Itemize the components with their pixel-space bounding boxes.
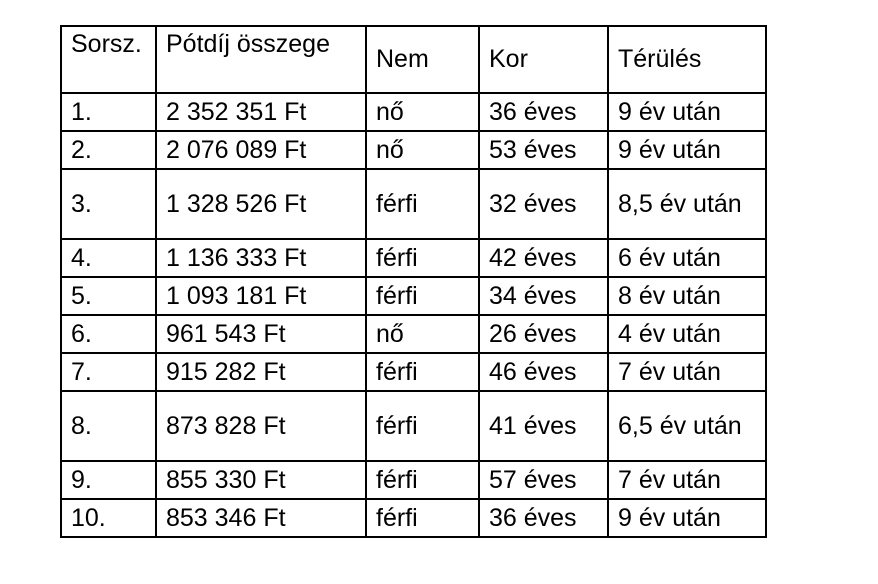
cell-potdij: 1 328 526 Ft (155, 168, 367, 240)
cell-nem: nő (365, 130, 480, 170)
table-row: 1. 2 352 351 Ft nő 36 éves 9 év után (60, 92, 767, 132)
ranking-table: Sorsz. Pótdíj összege Nem Kor Térülés 1.… (60, 25, 767, 538)
table-row: 9. 855 330 Ft férfi 57 éves 7 év után (60, 460, 767, 500)
cell-kor: 36 éves (478, 498, 609, 538)
cell-potdij: 915 282 Ft (155, 352, 367, 392)
cell-nem: férfi (365, 498, 480, 538)
cell-terules: 7 év után (607, 352, 767, 392)
cell-terules: 9 év után (607, 498, 767, 538)
cell-terules: 4 év után (607, 314, 767, 354)
cell-nem: férfi (365, 238, 480, 278)
cell-terules: 8 év után (607, 276, 767, 316)
cell-sorszam: 8. (60, 390, 157, 462)
header-sorszam: Sorsz. (60, 25, 157, 94)
cell-sorszam: 5. (60, 276, 157, 316)
cell-potdij: 1 136 333 Ft (155, 238, 367, 278)
table-row: 8. 873 828 Ft férfi 41 éves 6,5 év után (60, 390, 767, 462)
cell-potdij: 2 076 089 Ft (155, 130, 367, 170)
cell-kor: 46 éves (478, 352, 609, 392)
cell-terules: 9 év után (607, 92, 767, 132)
cell-terules: 7 év után (607, 460, 767, 500)
table-row: 5. 1 093 181 Ft férfi 34 éves 8 év után (60, 276, 767, 316)
table-row: 10. 853 346 Ft férfi 36 éves 9 év után (60, 498, 767, 538)
cell-kor: 34 éves (478, 276, 609, 316)
cell-potdij: 2 352 351 Ft (155, 92, 367, 132)
cell-potdij: 961 543 Ft (155, 314, 367, 354)
cell-sorszam: 2. (60, 130, 157, 170)
header-nem: Nem (365, 25, 480, 94)
header-potdij-osszege: Pótdíj összege (155, 25, 367, 94)
cell-sorszam: 10. (60, 498, 157, 538)
cell-sorszam: 1. (60, 92, 157, 132)
cell-kor: 53 éves (478, 130, 609, 170)
cell-nem: férfi (365, 352, 480, 392)
cell-sorszam: 6. (60, 314, 157, 354)
cell-nem: férfi (365, 276, 480, 316)
table-row: 7. 915 282 Ft férfi 46 éves 7 év után (60, 352, 767, 392)
table-row: 2. 2 076 089 Ft nő 53 éves 9 év után (60, 130, 767, 170)
table-header-row: Sorsz. Pótdíj összege Nem Kor Térülés (60, 25, 767, 94)
cell-nem: férfi (365, 168, 480, 240)
cell-kor: 57 éves (478, 460, 609, 500)
cell-kor: 42 éves (478, 238, 609, 278)
cell-nem: nő (365, 314, 480, 354)
table-row: 3. 1 328 526 Ft férfi 32 éves 8,5 év utá… (60, 168, 767, 240)
cell-sorszam: 7. (60, 352, 157, 392)
cell-sorszam: 4. (60, 238, 157, 278)
table-row: 4. 1 136 333 Ft férfi 42 éves 6 év után (60, 238, 767, 278)
cell-sorszam: 9. (60, 460, 157, 500)
cell-potdij: 873 828 Ft (155, 390, 367, 462)
cell-terules: 9 év után (607, 130, 767, 170)
cell-nem: férfi (365, 390, 480, 462)
cell-potdij: 1 093 181 Ft (155, 276, 367, 316)
cell-terules: 6,5 év után (607, 390, 767, 462)
cell-nem: férfi (365, 460, 480, 500)
cell-potdij: 853 346 Ft (155, 498, 367, 538)
cell-kor: 26 éves (478, 314, 609, 354)
cell-kor: 36 éves (478, 92, 609, 132)
cell-terules: 8,5 év után (607, 168, 767, 240)
cell-sorszam: 3. (60, 168, 157, 240)
table-row: 6. 961 543 Ft nő 26 éves 4 év után (60, 314, 767, 354)
header-kor: Kor (478, 25, 609, 94)
cell-potdij: 855 330 Ft (155, 460, 367, 500)
header-terules: Térülés (607, 25, 767, 94)
cell-kor: 41 éves (478, 390, 609, 462)
cell-terules: 6 év után (607, 238, 767, 278)
cell-kor: 32 éves (478, 168, 609, 240)
cell-nem: nő (365, 92, 480, 132)
